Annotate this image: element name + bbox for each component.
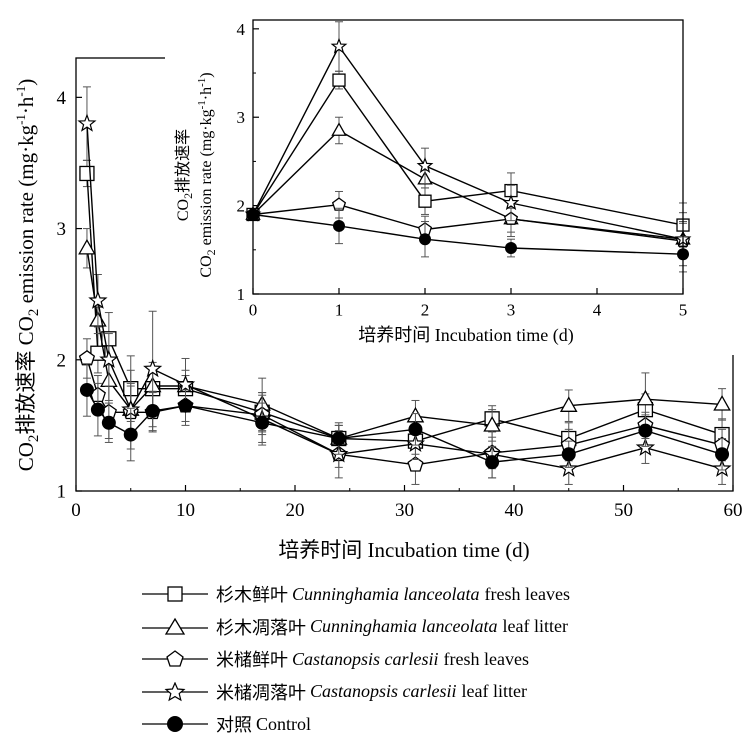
legend-item: 米槠凋落叶 Castanopsis carlesii leaf litter [140, 676, 570, 709]
data-point [178, 398, 193, 413]
data-point [419, 233, 431, 246]
data-point [418, 194, 432, 208]
y-tick-label: 3 [57, 219, 67, 240]
legend: 杉木鲜叶 Cunninghamia lanceolata fresh leave… [140, 578, 570, 741]
legend-star-icon [142, 681, 208, 701]
data-point [175, 374, 196, 393]
series-circle [247, 207, 689, 273]
legend-label-zh: 杉木鲜叶 [216, 585, 288, 606]
x-tick-label: 10 [176, 500, 195, 521]
data-point [331, 431, 346, 446]
y-axis-label: CO2排放速率 CO2 emission rate (mg·kg-1·h-1) [13, 79, 42, 472]
x-tick-label: 5 [679, 301, 688, 320]
data-point [561, 447, 576, 462]
legend-item: 对照 Control [140, 708, 570, 741]
data-point [88, 290, 108, 309]
data-point [635, 437, 656, 456]
y-tick-label: 4 [237, 20, 246, 39]
legend-label-sci: Cunninghamia lanceolata [310, 616, 498, 637]
data-point [638, 423, 653, 438]
x-tick-label: 30 [395, 500, 414, 521]
data-point [333, 219, 345, 232]
y-tick-label: 2 [237, 197, 246, 216]
legend-label-zh: 米槠鲜叶 [216, 650, 288, 671]
series-pentagon [78, 338, 731, 485]
x-tick-label: 3 [507, 301, 516, 320]
x-tick-label: 40 [505, 500, 524, 521]
data-point [143, 358, 163, 378]
data-point [559, 396, 578, 412]
data-point [78, 238, 96, 255]
data-point [407, 456, 424, 472]
legend-label-sci: Cunninghamia lanceolata [292, 583, 480, 604]
x-tick-label: 1 [335, 301, 344, 320]
series-circle [79, 363, 730, 479]
x-tick-label: 0 [249, 301, 258, 320]
y-tick-label: 3 [237, 108, 246, 127]
x-tick-label: 50 [614, 500, 633, 521]
legend-label-en: fresh leaves [443, 648, 529, 669]
data-point [485, 455, 500, 470]
legend-square-icon [142, 586, 208, 602]
legend-label-en: fresh leaves [484, 583, 570, 604]
data-point [715, 447, 730, 462]
data-point [502, 194, 520, 211]
x-tick-label: 0 [71, 500, 81, 521]
y-tick-label: 1 [237, 285, 246, 304]
inset-background [165, 10, 745, 355]
inset-y-axis-label-en: CO2 emission rate (mg·kg-1·h-1) [196, 72, 218, 277]
data-point [77, 113, 97, 132]
x-tick-label: 60 [724, 500, 743, 521]
data-point [713, 395, 731, 411]
legend-triangle-icon [142, 617, 208, 635]
legend-label-zh: 对照 [216, 715, 252, 736]
data-point [99, 349, 119, 369]
x-tick-label: 20 [286, 500, 305, 521]
y-tick-label: 2 [57, 350, 67, 371]
data-point [330, 37, 348, 54]
legend-label-sci: Castanopsis carlesii [292, 648, 439, 669]
y-tick-label: 1 [57, 482, 67, 503]
plot-frame [252, 19, 684, 295]
legend-item: 杉木凋落叶 Cunninghamia lanceolata leaf litte… [140, 611, 570, 644]
data-point [90, 402, 105, 417]
legend-label-zh: 米槠凋落叶 [216, 682, 306, 703]
data-point [332, 73, 346, 87]
data-point [79, 382, 94, 397]
data-point [408, 422, 423, 437]
legend-label-en: leaf litter [461, 681, 527, 702]
data-point [101, 415, 116, 430]
data-point [416, 156, 434, 174]
legend-label-sci: Castanopsis carlesii [310, 681, 457, 702]
data-point [636, 389, 655, 406]
x-tick-label: 4 [593, 301, 602, 320]
data-point [559, 458, 579, 477]
legend-pentagon-icon [142, 650, 208, 667]
legend-label-en: leaf litter [502, 616, 568, 637]
y-tick-label: 4 [57, 88, 67, 109]
legend-label-en: Control [256, 713, 312, 734]
legend-label-zh: 杉木凋落叶 [216, 617, 306, 638]
x-axis-label: 培养时间 Incubation time (d) [278, 538, 529, 562]
data-point [79, 165, 95, 182]
data-point [505, 242, 517, 255]
inset-y-axis-label-zh: CO2排放速率 [174, 129, 195, 221]
data-point [255, 415, 270, 430]
data-point [331, 122, 347, 136]
legend-item: 杉木鲜叶 Cunninghamia lanceolata fresh leave… [140, 578, 570, 611]
legend-circle-icon [142, 716, 208, 733]
data-point [123, 427, 138, 442]
data-point [145, 403, 160, 418]
inset-x-axis-label: 培养时间 Incubation time (d) [358, 325, 573, 346]
legend-item: 米槠鲜叶 Castanopsis carlesii fresh leaves [140, 643, 570, 676]
x-tick-label: 2 [421, 301, 430, 320]
